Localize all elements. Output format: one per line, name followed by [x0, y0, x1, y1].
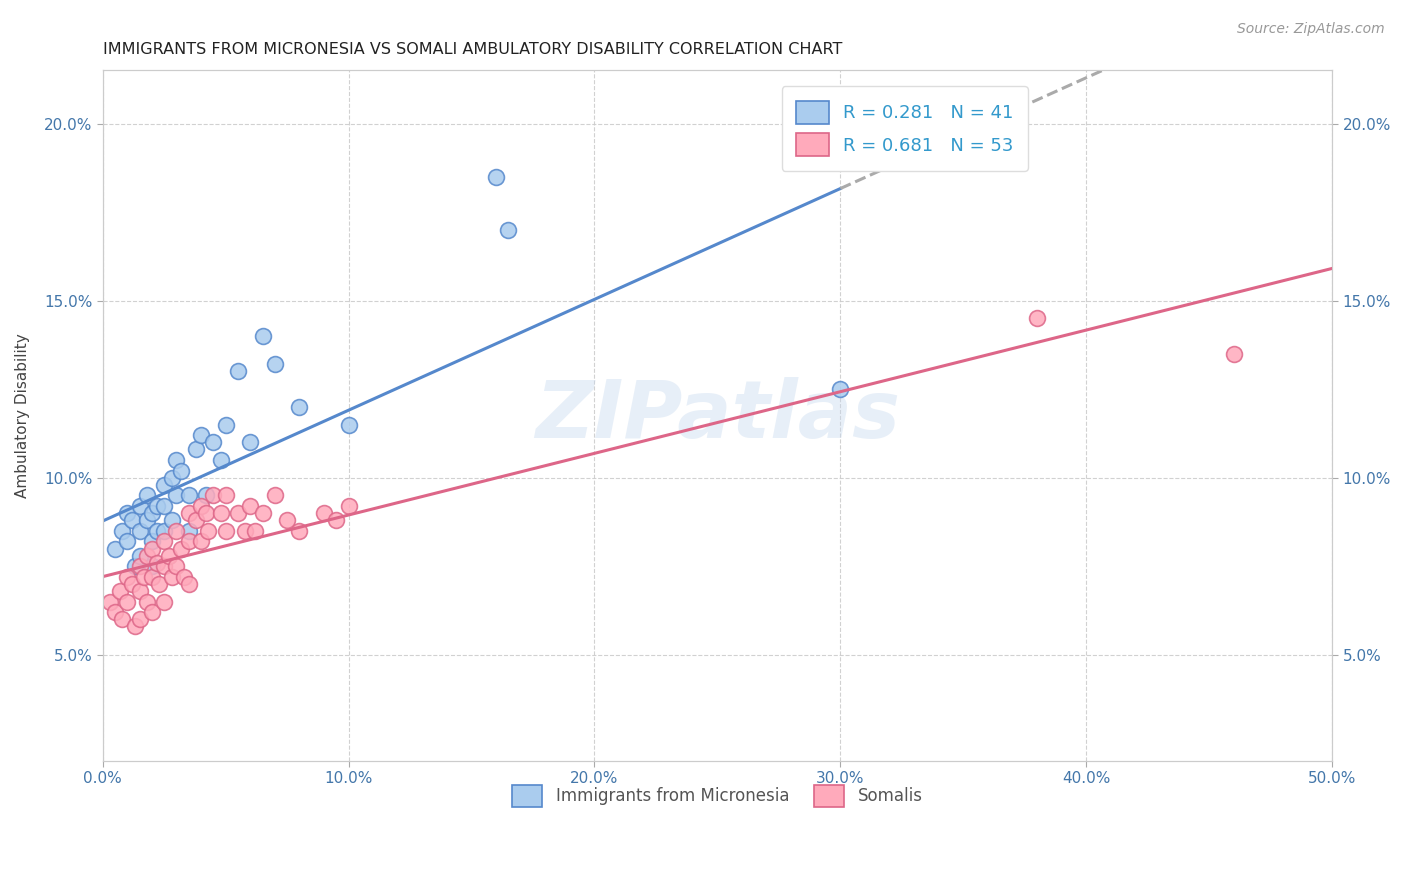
Point [485, 169, 508, 184]
Point [136, 488, 159, 502]
Point [153, 524, 176, 538]
Point [128, 524, 150, 538]
Point [337, 499, 360, 513]
Point [209, 453, 232, 467]
Point [288, 524, 311, 538]
Point [325, 513, 347, 527]
Point [117, 570, 139, 584]
Point [153, 559, 176, 574]
Point [288, 400, 311, 414]
Legend: Immigrants from Micronesia, Somalis: Immigrants from Micronesia, Somalis [503, 777, 931, 815]
Point [121, 577, 143, 591]
Point [202, 488, 225, 502]
Point [148, 577, 170, 591]
Point [160, 471, 183, 485]
Point [243, 524, 266, 538]
Point [141, 534, 163, 549]
Point [111, 524, 134, 538]
Point [121, 513, 143, 527]
Point [170, 541, 193, 556]
Point [104, 605, 127, 619]
Point [128, 549, 150, 563]
Point [202, 435, 225, 450]
Point [134, 570, 156, 584]
Point [1223, 347, 1246, 361]
Point [190, 428, 212, 442]
Point [177, 534, 200, 549]
Point [124, 619, 146, 633]
Point [141, 541, 163, 556]
Point [214, 417, 236, 432]
Point [226, 506, 249, 520]
Point [128, 559, 150, 574]
Text: Source: ZipAtlas.com: Source: ZipAtlas.com [1237, 22, 1385, 37]
Point [239, 435, 262, 450]
Point [128, 499, 150, 513]
Point [498, 223, 520, 237]
Point [184, 442, 207, 457]
Y-axis label: Ambulatory Disability: Ambulatory Disability [15, 334, 30, 498]
Point [177, 577, 200, 591]
Point [263, 488, 285, 502]
Point [160, 570, 183, 584]
Point [141, 605, 163, 619]
Point [239, 499, 262, 513]
Point [233, 524, 256, 538]
Point [830, 382, 852, 396]
Point [173, 570, 195, 584]
Point [177, 524, 200, 538]
Point [117, 506, 139, 520]
Point [153, 499, 176, 513]
Point [165, 488, 187, 502]
Point [252, 329, 274, 343]
Point [136, 513, 159, 527]
Point [194, 506, 217, 520]
Point [197, 524, 219, 538]
Point [170, 464, 193, 478]
Point [190, 534, 212, 549]
Point [153, 595, 176, 609]
Point [128, 584, 150, 599]
Point [214, 524, 236, 538]
Point [146, 524, 169, 538]
Point [177, 506, 200, 520]
Point [153, 534, 176, 549]
Point [98, 595, 121, 609]
Point [165, 453, 187, 467]
Point [252, 506, 274, 520]
Point [209, 506, 232, 520]
Point [165, 559, 187, 574]
Point [337, 417, 360, 432]
Point [276, 513, 298, 527]
Point [124, 559, 146, 574]
Point [157, 549, 180, 563]
Point [141, 570, 163, 584]
Point [146, 556, 169, 570]
Point [104, 541, 127, 556]
Point [312, 506, 335, 520]
Point [263, 358, 285, 372]
Point [117, 595, 139, 609]
Point [153, 478, 176, 492]
Text: ZIPatlas: ZIPatlas [534, 376, 900, 455]
Point [128, 612, 150, 626]
Point [190, 499, 212, 513]
Point [226, 364, 249, 378]
Point [194, 488, 217, 502]
Point [177, 488, 200, 502]
Point [136, 549, 159, 563]
Point [136, 595, 159, 609]
Point [141, 506, 163, 520]
Point [146, 499, 169, 513]
Point [141, 559, 163, 574]
Point [165, 524, 187, 538]
Point [1026, 311, 1049, 326]
Text: IMMIGRANTS FROM MICRONESIA VS SOMALI AMBULATORY DISABILITY CORRELATION CHART: IMMIGRANTS FROM MICRONESIA VS SOMALI AMB… [103, 42, 842, 57]
Point [184, 513, 207, 527]
Point [111, 612, 134, 626]
Point [117, 534, 139, 549]
Point [108, 584, 131, 599]
Point [160, 513, 183, 527]
Point [214, 488, 236, 502]
